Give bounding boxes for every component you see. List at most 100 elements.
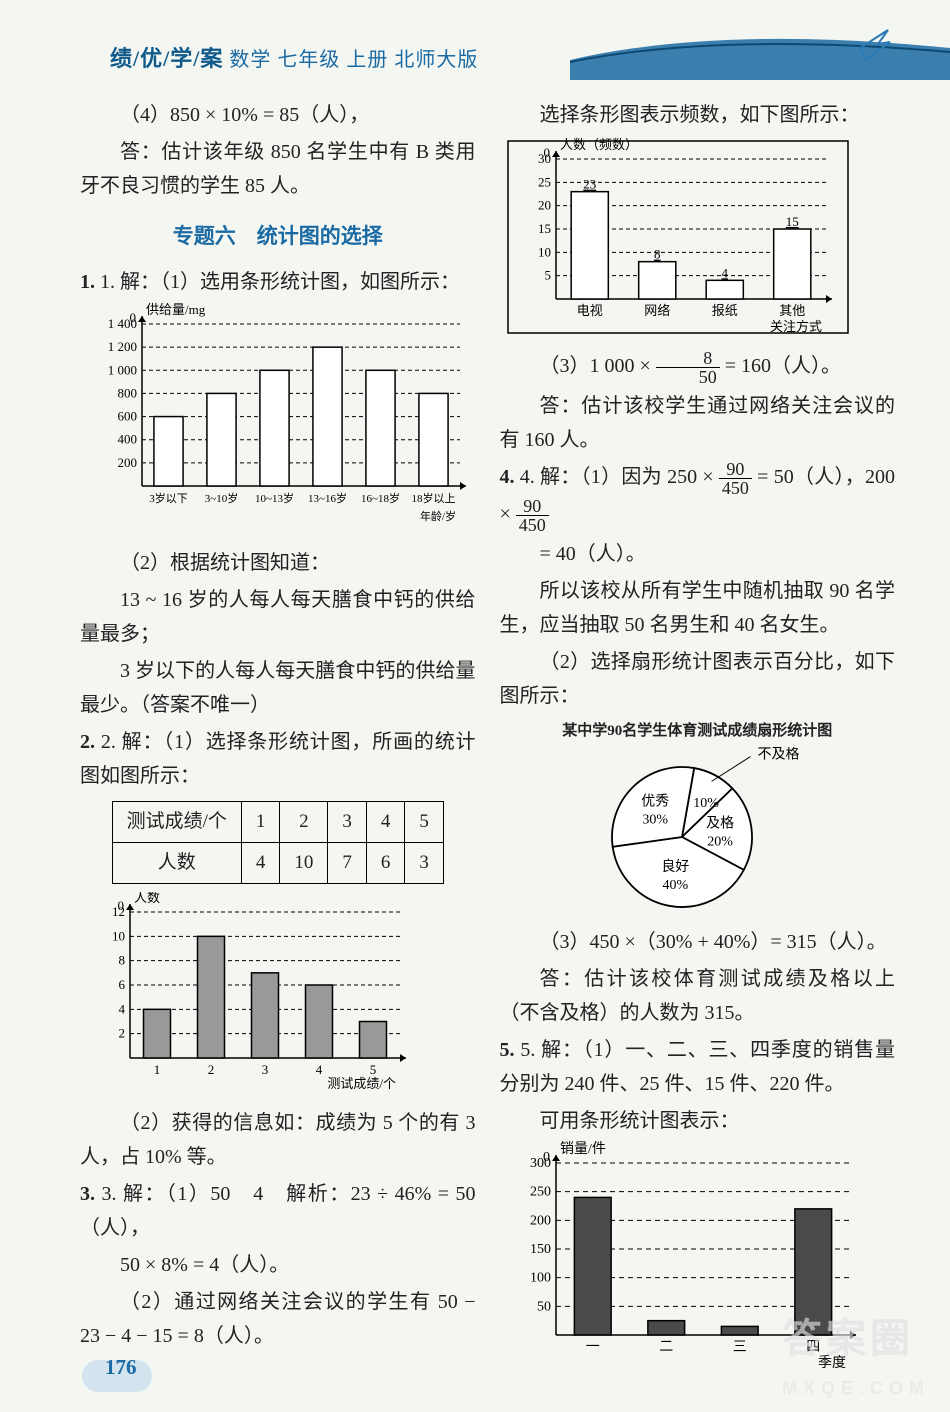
- svg-text:10~13岁: 10~13岁: [255, 491, 294, 505]
- svg-text:1 000: 1 000: [108, 362, 137, 377]
- svg-text:250: 250: [530, 1184, 551, 1199]
- brand: 绩/优/学/案: [110, 46, 223, 71]
- svg-text:良好: 良好: [662, 858, 690, 874]
- section-title: 专题六 统计图的选择: [80, 219, 476, 255]
- svg-text:600: 600: [118, 408, 138, 423]
- r-q4a-post: = 40（人）。: [500, 537, 896, 571]
- svg-text:20%: 20%: [708, 834, 734, 849]
- svg-text:6: 6: [119, 977, 126, 992]
- right-column: 选择条形图表示频数，如下图所示： 51015202530023电视8网络4报纸1…: [500, 95, 896, 1382]
- svg-text:2: 2: [119, 1026, 126, 1041]
- svg-text:0: 0: [543, 1150, 550, 1165]
- svg-text:3~10岁: 3~10岁: [205, 491, 238, 505]
- svg-text:0: 0: [118, 898, 125, 913]
- svg-text:优秀: 优秀: [642, 793, 670, 809]
- svg-text:200: 200: [530, 1213, 551, 1228]
- header-subject: 数学 七年级 上册 北师大版: [229, 49, 478, 71]
- svg-text:年龄/岁: 年龄/岁: [420, 509, 456, 523]
- svg-text:18岁以上: 18岁以上: [412, 491, 456, 505]
- svg-text:8: 8: [119, 953, 126, 968]
- svg-text:三: 三: [732, 1340, 746, 1355]
- r-q4a2: 所以该校从所有学生中随机抽取 90 名学生，应当抽取 50 名男生和 40 名女…: [500, 574, 896, 642]
- svg-text:网络: 网络: [644, 303, 670, 318]
- svg-text:150: 150: [530, 1242, 551, 1257]
- r-p1: 选择条形图表示频数，如下图所示：: [500, 98, 896, 132]
- svg-text:23: 23: [583, 177, 596, 192]
- svg-text:1 200: 1 200: [108, 339, 137, 354]
- svg-text:2: 2: [208, 1062, 215, 1077]
- svg-text:4: 4: [119, 1002, 126, 1017]
- r-q4ans: 答：估计该校体育测试成绩及格以上（不含及格）的人数为 315。: [500, 962, 896, 1030]
- svg-text:10: 10: [112, 929, 125, 944]
- r-q4a: 4. 4. 解：（1）因为 250 × 90450 = 50（人），200 × …: [500, 460, 896, 534]
- svg-text:400: 400: [118, 431, 138, 446]
- l-q3a2: 50 × 8% = 4（人）。: [80, 1248, 476, 1282]
- svg-text:5: 5: [544, 268, 551, 283]
- fraction-90-450b: 90450: [516, 497, 549, 534]
- svg-text:20: 20: [538, 198, 551, 213]
- svg-text:4: 4: [721, 265, 728, 280]
- left-column: （4）850 × 10% = 85（人）， 答：估计该年级 850 名学生中有 …: [80, 95, 476, 1382]
- svg-text:50: 50: [537, 1299, 551, 1314]
- svg-text:1: 1: [154, 1062, 161, 1077]
- svg-text:3岁以下: 3岁以下: [149, 491, 188, 505]
- l-q1a: 1. 1. 解：（1）选用条形统计图，如图所示：: [80, 265, 476, 299]
- r-q4b: （2）选择扇形统计图表示百分比，如下图所示：: [500, 645, 896, 713]
- svg-text:100: 100: [530, 1270, 551, 1285]
- chart-attention-bar: 51015202530023电视8网络4报纸15其他人数（频数）关注方式: [500, 135, 850, 335]
- svg-text:10: 10: [538, 244, 551, 259]
- svg-text:40%: 40%: [663, 877, 689, 892]
- svg-text:报纸: 报纸: [711, 303, 737, 318]
- svg-text:15: 15: [785, 214, 798, 229]
- page-header: 绩/优/学/案 数学 七年级 上册 北师大版: [0, 30, 950, 78]
- svg-text:不及格: 不及格: [758, 747, 800, 763]
- svg-text:5: 5: [370, 1062, 377, 1077]
- chart-test-bar: 24681012012345人数测试成绩/个: [80, 892, 420, 1092]
- svg-text:3: 3: [262, 1062, 269, 1077]
- watermark: 答案圈 MXQE.COM: [782, 1305, 930, 1404]
- svg-text:0: 0: [130, 310, 137, 325]
- svg-text:16~18岁: 16~18岁: [361, 491, 400, 505]
- l-q2a: 2. 2. 解：（1）选择条形统计图，所画的统计图如图所示：: [80, 725, 476, 793]
- svg-text:销量/件: 销量/件: [560, 1141, 606, 1157]
- svg-text:供给量/mg: 供给量/mg: [146, 302, 206, 317]
- chart-pie-pe: 不及格 10% 及格 20% 良好 40% 优秀 30%: [567, 747, 827, 922]
- pie-title: 某中学90名学生体育测试成绩扇形统计图: [500, 719, 896, 745]
- svg-text:人数（频数）: 人数（频数）: [560, 137, 638, 152]
- svg-text:8: 8: [654, 247, 661, 262]
- fraction-8-50: 850: [656, 349, 720, 386]
- svg-text:4: 4: [316, 1062, 323, 1077]
- svg-text:0: 0: [543, 145, 550, 160]
- svg-text:测试成绩/个: 测试成绩/个: [327, 1076, 396, 1091]
- r-q3ans: 答：估计该校学生通过网络关注会议的有 160 人。: [500, 389, 896, 457]
- svg-text:二: 二: [659, 1340, 673, 1355]
- header-swoosh: [570, 20, 950, 80]
- l-q1b-2: 13 ~ 16 岁的人每人每天膳食中钙的供给量最多；: [80, 583, 476, 651]
- svg-text:13~16岁: 13~16岁: [308, 491, 347, 505]
- page-number: 176: [105, 1350, 137, 1386]
- svg-text:关注方式: 关注方式: [769, 319, 821, 334]
- l-q1b-3: 3 岁以下的人每人每天膳食中钙的供给量最少。（答案不唯一）: [80, 654, 476, 722]
- svg-text:电视: 电视: [576, 303, 602, 318]
- table-test-scores: 测试成绩/个12345 人数410763: [112, 801, 444, 885]
- r-q5a2: 可用条形统计图表示：: [500, 1104, 896, 1138]
- svg-text:其他: 其他: [779, 303, 805, 318]
- r-q4c: （3）450 ×（30% + 40%）= 315（人）。: [500, 925, 896, 959]
- svg-text:800: 800: [118, 385, 138, 400]
- l-q3a: 3. 3. 解：（1）50 4 解析：23 ÷ 46% = 50（人），: [80, 1177, 476, 1245]
- svg-text:一: 一: [585, 1340, 599, 1355]
- fraction-90-450a: 90450: [719, 460, 752, 497]
- l-q1b-1: （2）根据统计图知道：: [80, 546, 476, 580]
- l-q3b: （2）通过网络关注会议的学生有 50 − 23 − 4 − 15 = 8（人）。: [80, 1285, 476, 1353]
- l-p1: （4）850 × 10% = 85（人），: [80, 98, 476, 132]
- svg-text:15: 15: [538, 221, 551, 236]
- svg-text:25: 25: [538, 174, 551, 189]
- svg-text:及格: 及格: [706, 815, 734, 831]
- svg-text:10%: 10%: [693, 796, 719, 811]
- svg-text:30%: 30%: [643, 812, 669, 827]
- r-q3c: （3）1 000 × 850 = 160（人）。: [500, 349, 896, 386]
- r-q5a: 5. 5. 解：（1）一、二、三、四季度的销售量分别为 240 件、25 件、1…: [500, 1033, 896, 1101]
- svg-text:200: 200: [118, 455, 138, 470]
- svg-text:人数: 人数: [134, 892, 160, 905]
- l-p2: 答：估计该年级 850 名学生中有 B 类用牙不良习惯的学生 85 人。: [80, 135, 476, 203]
